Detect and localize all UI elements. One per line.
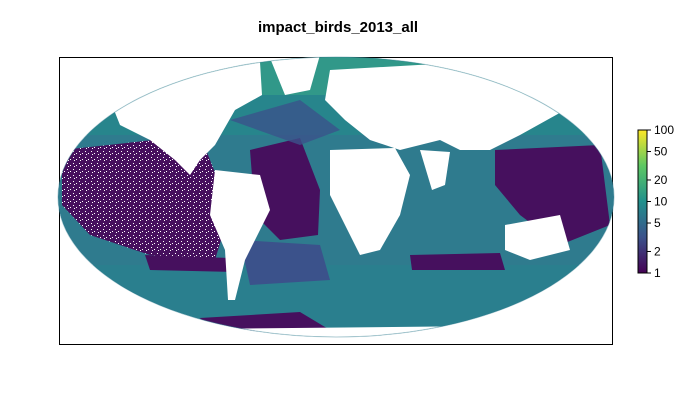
legend-tick-label: 100 bbox=[654, 123, 674, 137]
legend-ticks: 100 50 20 10 5 2 1 bbox=[647, 123, 674, 280]
legend-tick-label: 10 bbox=[654, 195, 668, 209]
west-pacific-low-region bbox=[495, 145, 610, 245]
legend-tick-label: 20 bbox=[654, 173, 668, 187]
south-america bbox=[210, 170, 270, 300]
legend-tick-label: 1 bbox=[654, 266, 661, 280]
legend-tick-label: 50 bbox=[654, 145, 668, 159]
legend-tick-label: 5 bbox=[654, 216, 661, 230]
australia bbox=[505, 215, 570, 260]
south-pacific-low-strip bbox=[145, 255, 235, 272]
southern-atlantic-mid bbox=[240, 240, 330, 285]
africa bbox=[330, 148, 410, 255]
legend-colorbar bbox=[637, 129, 648, 274]
north-atlantic-mid bbox=[230, 100, 340, 145]
legend-tick-label: 2 bbox=[654, 244, 661, 258]
greenland bbox=[270, 57, 320, 95]
globe-outline bbox=[57, 56, 615, 338]
india bbox=[420, 150, 450, 190]
map-title: impact_birds_2013_all bbox=[257, 19, 419, 36]
indian-low-strip bbox=[410, 253, 505, 270]
